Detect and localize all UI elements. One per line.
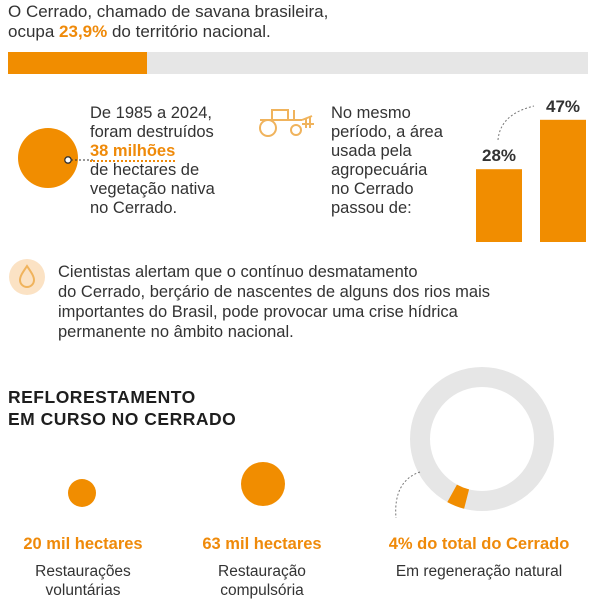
- compulsory-restoration-circle: [241, 462, 285, 506]
- reforestation-title-line-1: REFLORESTAMENTO: [8, 387, 196, 407]
- deforestation-line-6: no Cerrado.: [90, 199, 178, 217]
- bar-connector-arrow: [497, 105, 535, 141]
- item-2-desc: Restauração compulsória: [182, 562, 342, 600]
- deforestation-text: De 1985 a 2024, foram destruídos 38 milh…: [90, 104, 215, 218]
- water-drop-icon: [9, 259, 45, 295]
- donut-connector: [395, 471, 421, 519]
- bar-2024: [540, 119, 586, 242]
- donut-track: [410, 367, 554, 511]
- item-3-desc: Em regeneração natural: [366, 562, 592, 581]
- agriculture-line-2: período, a área: [331, 123, 443, 141]
- bar-label-2024: 47%: [546, 97, 580, 116]
- intro-highlight: 23,9%: [59, 22, 108, 41]
- deforestation-line-2: foram destruídos: [90, 123, 214, 141]
- warning-line-1: Cientistas alertam que o contínuo desmat…: [58, 263, 418, 281]
- agriculture-line-1: No mesmo: [331, 104, 411, 122]
- deforestation-line-4: de hectares de: [90, 161, 200, 179]
- item-2-desc-line-2: compulsória: [220, 582, 304, 599]
- warning-line-4: permanente no âmbito nacional.: [58, 323, 294, 341]
- reforestation-title: REFLORESTAMENTO EM CURSO NO CERRADO: [8, 386, 236, 430]
- warning-line-3: importantes do Brasil, pode provocar uma…: [58, 303, 458, 321]
- agriculture-text: No mesmo período, a área usada pela agro…: [331, 104, 443, 218]
- bar-1985: [476, 169, 522, 242]
- item-3-desc-line-1: Em regeneração natural: [395, 563, 563, 580]
- agriculture-line-4: agropecuária: [331, 161, 428, 179]
- item-1-desc: Restaurações voluntárias: [0, 562, 166, 600]
- item-2-desc-line-1: Restauração: [218, 563, 306, 580]
- intro-prefix: ocupa: [8, 22, 60, 41]
- warning-line-2: do Cerrado, berçário de nascentes de alg…: [58, 283, 490, 301]
- tractor-icon: [259, 109, 314, 137]
- item-1-value: 20 mil hectares: [23, 535, 143, 553]
- deforestation-line-5: vegetação nativa: [90, 180, 215, 198]
- territory-share-bar: [8, 52, 588, 74]
- item-1-desc-line-1: Restaurações: [35, 563, 131, 580]
- item-3-value: 4% do total do Cerrado: [388, 535, 570, 553]
- agriculture-line-5: no Cerrado: [331, 180, 414, 198]
- bar-label-1985: 28%: [482, 146, 516, 165]
- voluntary-restoration-circle: [68, 479, 96, 507]
- intro-suffix: do território nacional.: [107, 22, 271, 41]
- deforestation-line-1: De 1985 a 2024,: [90, 104, 213, 122]
- donut-segment: [447, 484, 470, 509]
- natural-regeneration-donut: [410, 367, 554, 511]
- territory-share-fill: [8, 52, 147, 74]
- item-2-value: 63 mil hectares: [202, 535, 322, 553]
- intro-text: O Cerrado, chamado de savana brasileira,…: [8, 2, 408, 42]
- connector-dot: [64, 156, 94, 164]
- agriculture-line-6: passou de:: [331, 199, 412, 217]
- warning-text: Cientistas alertam que o contínuo desmat…: [58, 262, 578, 342]
- intro-line-1: O Cerrado, chamado de savana brasileira,: [8, 2, 329, 21]
- intro-line-2: ocupa 23,9% do território nacional.: [8, 22, 408, 42]
- agriculture-line-3: usada pela: [331, 142, 412, 160]
- reforestation-title-line-2: EM CURSO NO CERRADO: [8, 409, 237, 429]
- agriculture-bar-chart: 28% 47%: [476, 97, 586, 242]
- item-1-desc-line-2: voluntárias: [45, 582, 121, 599]
- deforestation-highlight: 38 milhões: [90, 142, 176, 162]
